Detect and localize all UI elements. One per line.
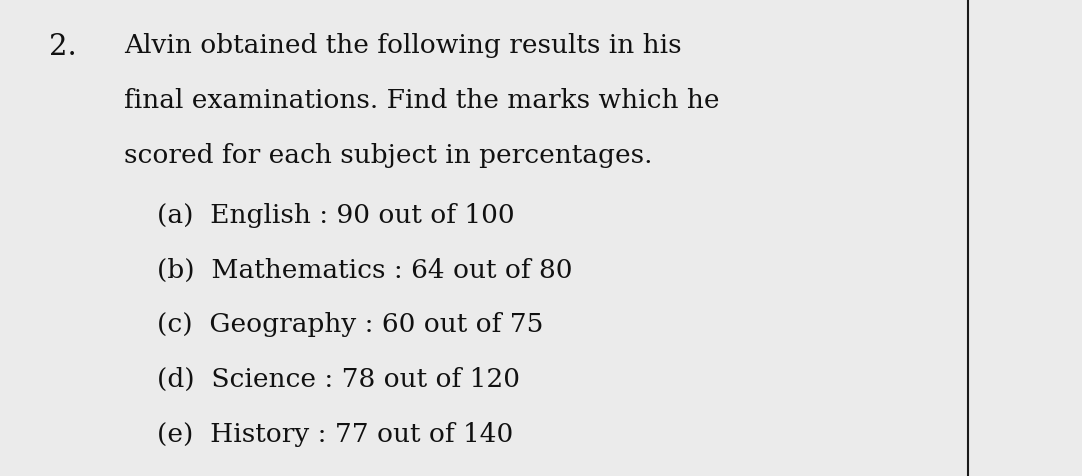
Text: (b)  Mathematics : 64 out of 80: (b) Mathematics : 64 out of 80 [157, 257, 572, 282]
Text: (d)  Science : 78 out of 120: (d) Science : 78 out of 120 [157, 367, 519, 391]
Text: (c)  Geography : 60 out of 75: (c) Geography : 60 out of 75 [157, 312, 543, 337]
Text: final examinations. Find the marks which he: final examinations. Find the marks which… [124, 88, 720, 113]
Text: (a)  English : 90 out of 100: (a) English : 90 out of 100 [157, 202, 515, 227]
Text: 2.: 2. [49, 33, 77, 61]
Text: scored for each subject in percentages.: scored for each subject in percentages. [124, 143, 652, 168]
Text: Alvin obtained the following results in his: Alvin obtained the following results in … [124, 33, 682, 58]
Text: (e)  History : 77 out of 140: (e) History : 77 out of 140 [157, 421, 513, 446]
